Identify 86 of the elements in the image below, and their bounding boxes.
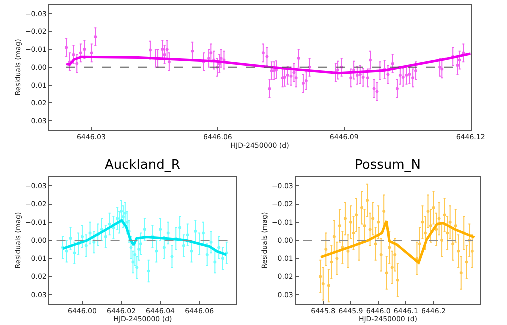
point (363, 224, 366, 228)
point (382, 210, 386, 214)
point (116, 217, 120, 220)
point (210, 240, 213, 244)
point (126, 220, 129, 224)
point (73, 252, 76, 255)
point (178, 226, 182, 230)
point (166, 232, 170, 235)
point (438, 217, 441, 220)
point (330, 260, 334, 264)
point (366, 199, 370, 202)
point (214, 260, 217, 264)
point (385, 272, 388, 275)
point (155, 250, 158, 253)
point (457, 250, 460, 253)
point (319, 275, 322, 278)
point (440, 239, 444, 242)
point (416, 257, 419, 260)
point (140, 242, 143, 246)
point (190, 250, 194, 253)
point (346, 250, 350, 253)
line-series (65, 52, 471, 75)
point (368, 228, 372, 232)
point (218, 246, 221, 250)
chart-title: Auckland_R (105, 158, 180, 173)
point (136, 266, 139, 270)
point (132, 260, 135, 264)
point (194, 230, 198, 233)
point (374, 242, 378, 246)
point (460, 272, 463, 275)
point (424, 232, 427, 235)
point (324, 248, 328, 252)
point (159, 228, 162, 232)
point (202, 232, 205, 235)
point (170, 255, 174, 258)
point (65, 250, 68, 253)
point (396, 278, 400, 282)
point (327, 284, 330, 288)
point (452, 242, 455, 246)
point (182, 244, 186, 248)
point (80, 235, 84, 238)
point (454, 224, 458, 228)
point (108, 222, 112, 226)
point (394, 253, 397, 256)
point (344, 217, 347, 220)
point (332, 235, 336, 238)
point (134, 253, 137, 256)
point (88, 232, 92, 235)
point (377, 220, 380, 224)
line-series (62, 219, 228, 256)
point (100, 228, 104, 232)
point (432, 206, 436, 210)
point (84, 244, 88, 248)
point (130, 246, 133, 250)
point (372, 217, 375, 220)
point (69, 237, 72, 240)
point (147, 270, 150, 273)
point (92, 240, 96, 244)
point (435, 228, 438, 232)
point (421, 220, 424, 224)
point (380, 253, 383, 256)
point (138, 248, 141, 252)
point (336, 257, 339, 260)
line-series (320, 220, 476, 264)
point (162, 246, 166, 250)
point (390, 266, 394, 270)
point (338, 224, 342, 228)
point (352, 232, 356, 235)
point (322, 282, 325, 286)
point (470, 250, 474, 253)
point (206, 253, 209, 256)
point (122, 215, 125, 218)
point (418, 242, 422, 246)
chart-title: Possum_N (355, 158, 422, 173)
point (221, 257, 224, 260)
point (448, 220, 452, 224)
point (104, 235, 108, 238)
point (443, 214, 446, 217)
point (186, 234, 190, 237)
point (426, 210, 430, 214)
point (143, 228, 146, 232)
point (355, 214, 358, 217)
point (124, 212, 127, 215)
point (388, 246, 392, 250)
point (446, 232, 450, 235)
point (465, 260, 468, 264)
